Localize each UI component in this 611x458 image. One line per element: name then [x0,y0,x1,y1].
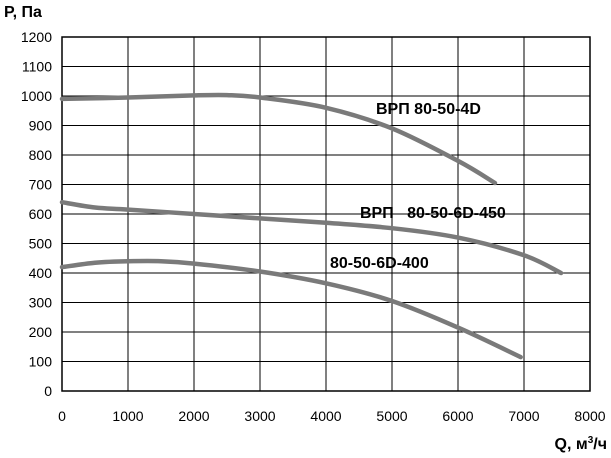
x-tick-label: 0 [58,408,66,424]
x-tick-label: 6000 [442,408,473,424]
series-line-vrp-80-50-6d-450 [59,199,564,276]
series-line-80-50-6d-400 [59,258,523,360]
x-tick-label: 1000 [112,408,143,424]
x-axis-title: Q, м3/ч [555,435,607,453]
y-tick-label: 700 [29,177,53,193]
x-tick-label: 3000 [244,408,275,424]
x-tick-label: 8000 [574,408,605,424]
y-tick-label: 0 [44,383,52,399]
x-tick-labels: 0 1000 2000 3000 4000 5000 6000 7000 8000 [58,408,606,424]
y-tick-label: 200 [29,324,53,340]
y-tick-label: 500 [29,236,53,252]
y-tick-label: 100 [29,354,53,370]
series-label-80-50-6d-400: 80-50-6D-400 [330,255,429,272]
y-tick-labels: 0 100 200 300 400 500 600 700 800 900 1000 1100 1200 [21,29,52,399]
plot-area-frame [61,36,591,392]
x-tick-label: 5000 [376,408,407,424]
series-label-vrp-80-50-6d-450: ВРП 80-50-6D-450 [360,205,506,222]
y-tick-label: 1000 [21,88,52,104]
series-line-vrp-80-50-4d [59,92,498,186]
x-axis-title-suffix: /ч [593,436,607,453]
y-tick-label: 1200 [21,29,52,45]
y-tick-label: 900 [29,118,53,134]
x-axis-title-superscript: 3 [588,435,594,446]
series-label-vrp-80-50-4d: ВРП 80-50-4D [376,101,481,118]
y-tick-label: 800 [29,147,53,163]
y-axis-title: P, Па [4,4,42,21]
y-tick-label: 1100 [22,59,52,75]
series-layer [59,92,564,360]
y-tick-label: 600 [29,206,53,222]
x-tick-label: 4000 [310,408,341,424]
gridlines [61,36,591,392]
x-tick-label: 2000 [178,408,209,424]
x-axis-title-main: Q, м [555,436,588,453]
y-tick-label: 400 [29,265,53,281]
y-tick-label: 300 [29,295,53,311]
x-tick-label: 7000 [508,408,539,424]
